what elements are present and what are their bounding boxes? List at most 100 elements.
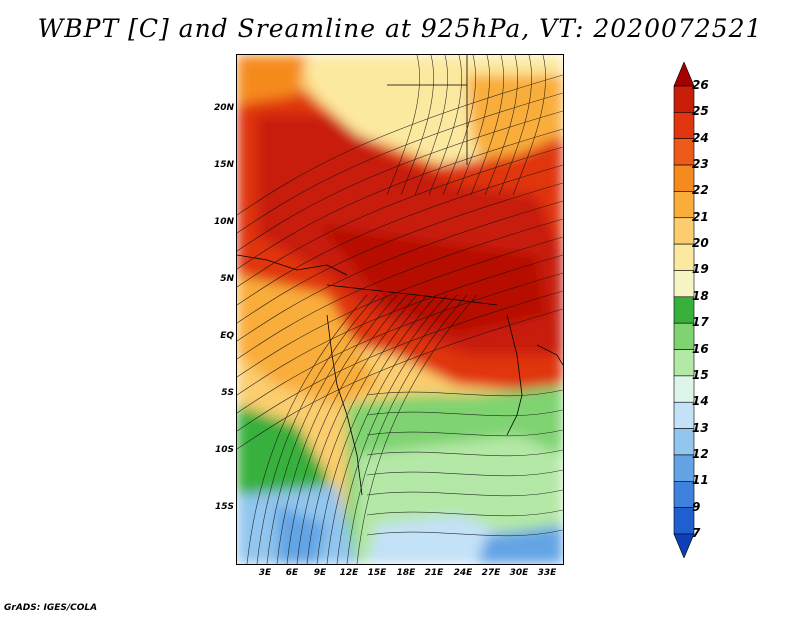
colorbar-label: 15 [692,367,709,382]
colorbar-label: 13 [692,420,709,435]
chart-title: WBPT [C] and Sreamline at 925hPa, VT: 20… [37,14,763,43]
colorbar-label: 7 [692,526,701,540]
streamline [356,294,478,564]
streamline [237,272,563,414]
colorbar-label: 21 [692,209,709,224]
lon-tick-label: 9E [313,568,327,578]
streamline [366,489,563,497]
streamline [237,236,563,378]
colorbar-label: 22 [692,183,709,198]
streamline [366,469,563,477]
colorbar-segment [673,480,695,508]
colorbar-segment [673,164,695,192]
colorbar-segment [673,138,695,166]
streamline [237,110,563,252]
streamline [237,146,563,288]
lat-tick-label: 15S [214,502,234,512]
colorbar-label: 14 [692,394,709,409]
lon-tick-label: 6E [285,568,299,578]
colorbar [673,62,695,558]
streamline [237,74,563,216]
streamline [306,294,428,564]
colorbar-label: 25 [692,104,709,119]
colorbar-segment [673,375,695,403]
lon-tick-label: 33E [537,568,557,578]
lat-tick-label: 10N [213,217,234,227]
colorbar-segment [673,507,695,535]
colorbar-segment [673,85,695,113]
colorbar-label: 26 [692,78,709,92]
colorbar-segment [673,322,695,350]
streamline [498,55,532,196]
streamline [316,294,438,564]
streamline [400,55,434,196]
temperature-field [237,55,563,564]
colorbar-label: 17 [692,315,709,330]
streamline [366,529,563,537]
streamline [366,409,563,417]
lon-tick-label: 24E [453,568,473,578]
streamline [237,290,563,432]
colorbar-label: 11 [692,473,709,488]
lon-tick-label: 27E [481,568,501,578]
streamline [256,294,378,564]
colorbar-segment [673,428,695,456]
lat-tick-label: 5S [221,388,234,398]
lon-tick-label: 18E [396,568,416,578]
colorbar-segment [673,454,695,482]
colorbar-segment [673,191,695,219]
streamline [366,429,563,437]
colorbar-segment [673,349,695,377]
lon-tick-label: 30E [509,568,529,578]
colorbar-segment [673,270,695,298]
colorbar-label: 19 [692,262,709,277]
streamline [366,449,563,457]
colorbar-label: 16 [692,341,709,356]
streamline [470,55,504,196]
lat-tick-label: 10S [214,445,234,455]
lon-tick-label: 15E [367,568,387,578]
lon-tick-label: 21E [424,568,444,578]
streamline [336,294,458,564]
map-panel [236,54,564,565]
colorbar-label: 12 [692,446,709,461]
streamline [386,55,420,196]
streamline [366,389,563,397]
streamline [237,218,563,360]
streamline [414,55,448,196]
streamline [366,509,563,517]
colorbar-label: 9 [692,499,701,514]
colorbar-segment [673,112,695,140]
colorbar-label: 23 [692,157,709,172]
streamline [296,294,418,564]
streamline [512,55,546,196]
colorbar-segment [673,401,695,429]
lat-tick-label: 5N [220,274,234,284]
streamline [237,200,563,342]
colorbar-label: 18 [692,288,709,303]
lon-tick-label: 12E [339,568,359,578]
colorbar-label: 24 [692,130,709,145]
streamline [266,294,388,564]
streamline [246,294,368,564]
lat-tick-label: 20N [213,103,234,113]
streamline [237,182,563,324]
streamline [237,254,563,396]
streamline [237,128,563,270]
colorbar-segment [673,62,695,87]
streamline [484,55,518,196]
streamline [346,294,468,564]
colorbar-segment [673,217,695,245]
streamline [237,164,563,306]
streamline [286,294,408,564]
credit-text: GrADS: IGES/COLA [4,603,98,613]
streamline [428,55,462,196]
colorbar-segment [673,243,695,271]
streamline [456,55,490,196]
colorbar-segment [673,533,695,558]
streamlines [237,55,563,564]
streamline [326,294,448,564]
streamline [237,92,563,234]
colorbar-label: 20 [692,236,709,251]
lon-tick-label: 3E [258,568,272,578]
